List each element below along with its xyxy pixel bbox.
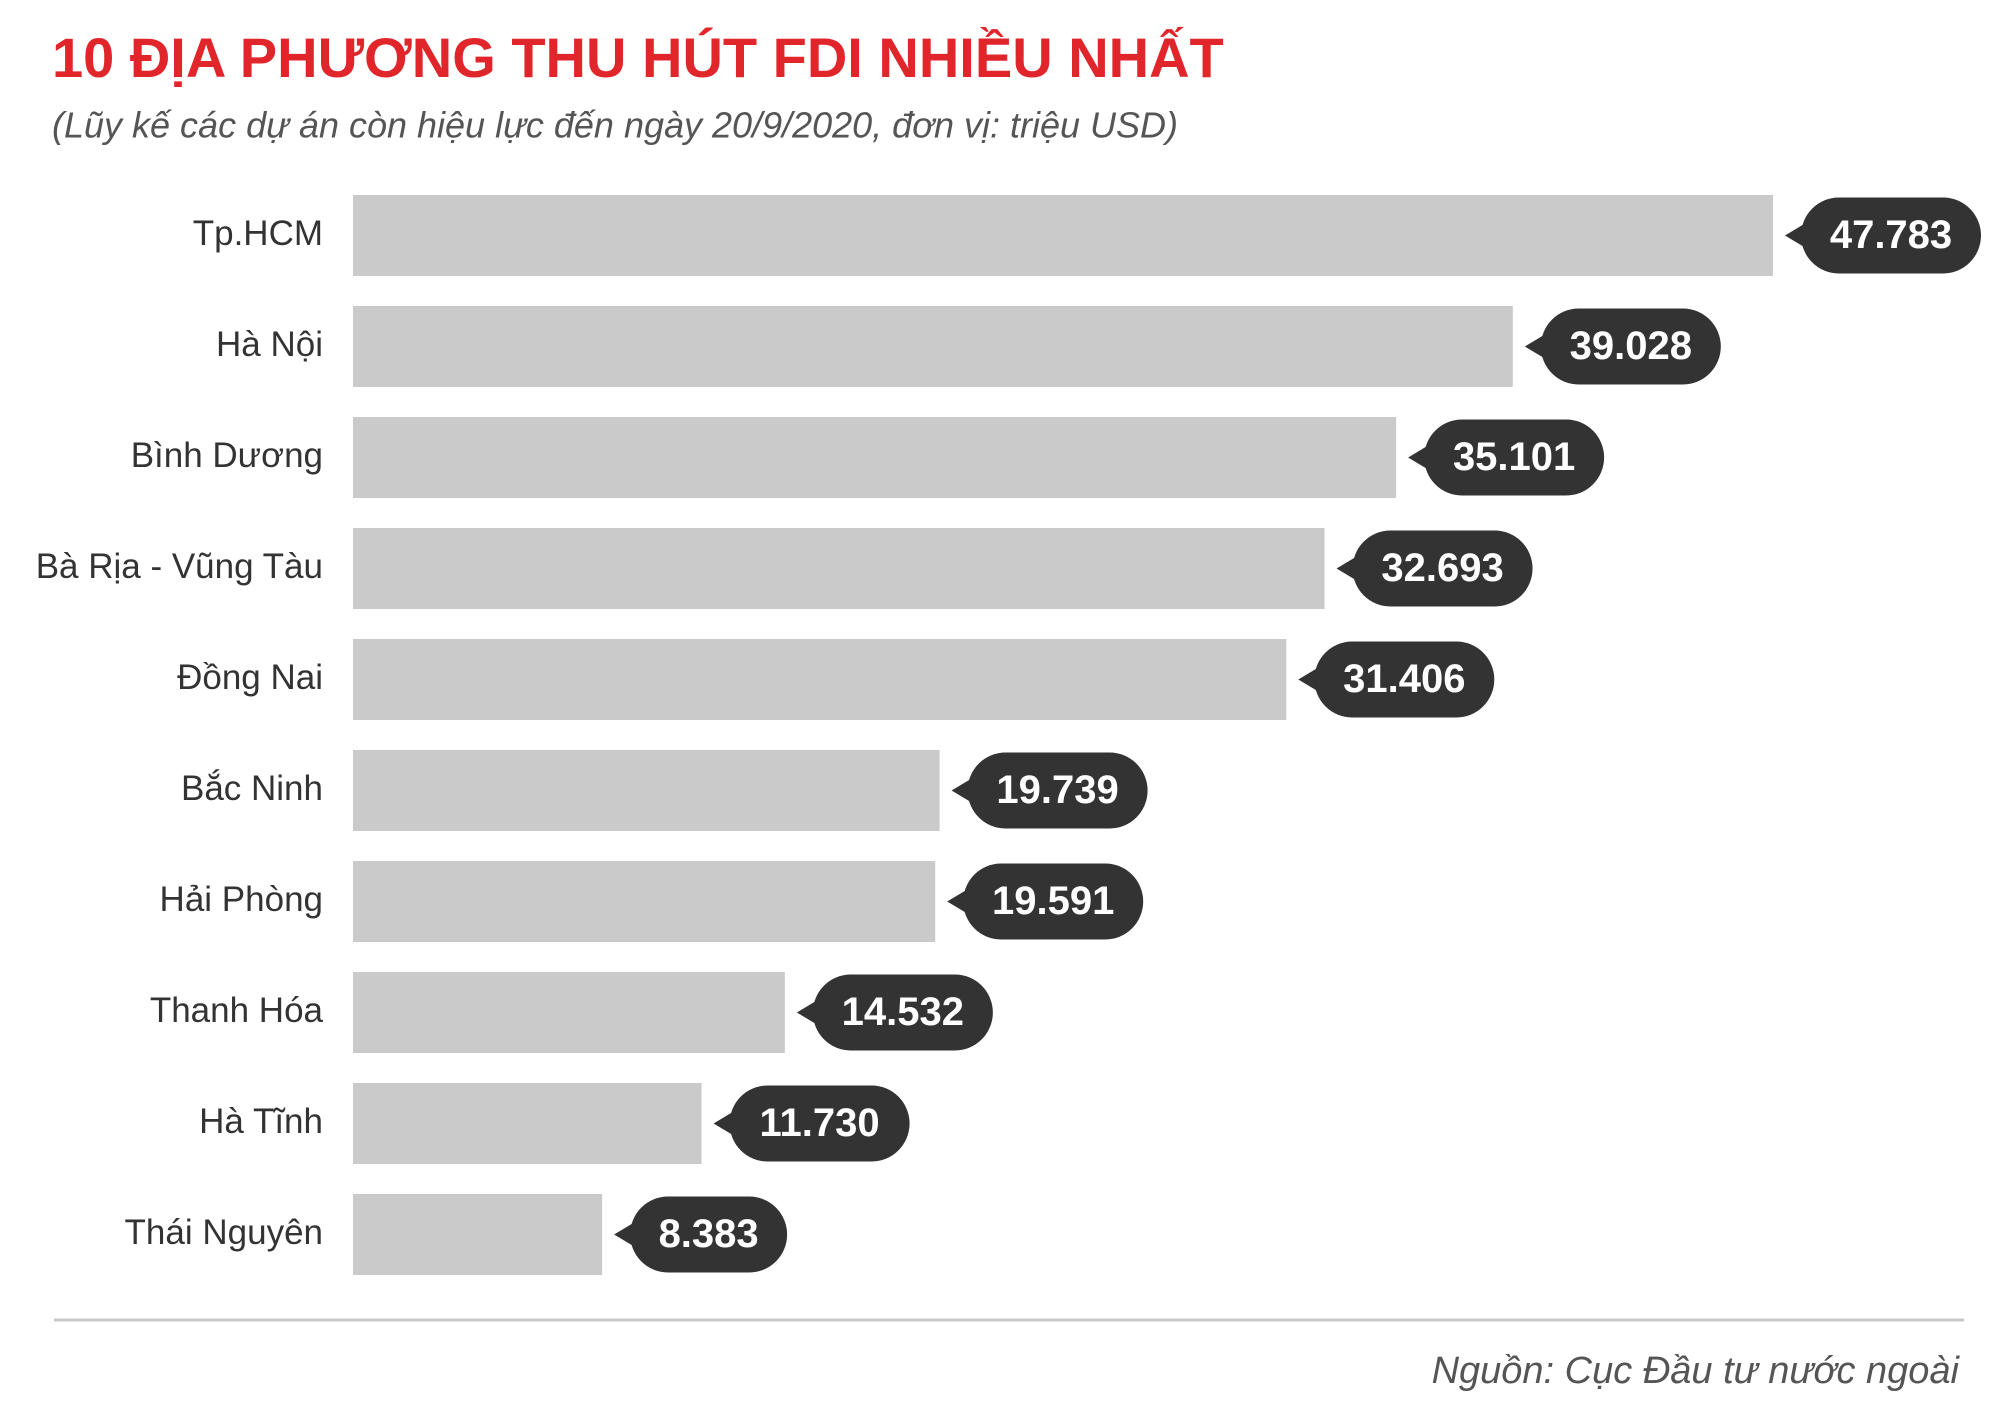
category-label: Đồng Nai bbox=[177, 658, 323, 697]
label-bubble bbox=[1424, 419, 1605, 496]
chart-title: 10 ĐỊA PHƯƠNG THU HÚT FDI NHIỀU NHẤT bbox=[52, 26, 1224, 89]
label-bubble bbox=[951, 778, 972, 803]
category-label: Thanh Hóa bbox=[150, 991, 324, 1030]
category-label: Tp.HCM bbox=[193, 214, 323, 253]
label-bubble bbox=[1540, 308, 1721, 385]
label-bubble bbox=[729, 1085, 910, 1162]
label-bubble bbox=[1336, 556, 1357, 581]
category-label: Hà Tĩnh bbox=[199, 1102, 323, 1141]
category-label: Thái Nguyên bbox=[125, 1213, 323, 1252]
label-bubble bbox=[796, 1000, 817, 1025]
label-bubble bbox=[812, 974, 993, 1051]
category-label: Bình Dương bbox=[131, 436, 323, 475]
label-bubble bbox=[1801, 197, 1981, 274]
bar bbox=[353, 972, 785, 1053]
bar bbox=[353, 750, 940, 831]
source: Nguồn: Cục Đầu tư nước ngoài bbox=[1432, 1350, 1961, 1392]
value-label: 14.532 bbox=[842, 990, 964, 1034]
value-label: 35.101 bbox=[1453, 435, 1575, 479]
bar bbox=[353, 417, 1397, 498]
value-label: 19.739 bbox=[996, 768, 1118, 812]
bar bbox=[353, 1083, 702, 1164]
value-label: 47.783 bbox=[1830, 213, 1952, 257]
label-bubble bbox=[963, 863, 1144, 940]
bar bbox=[353, 1194, 603, 1275]
value-label: 19.591 bbox=[992, 879, 1114, 923]
category-label: Hải Phòng bbox=[160, 880, 323, 919]
label-bubble bbox=[1785, 223, 1805, 248]
label-bubble bbox=[1524, 334, 1545, 359]
label-bubble bbox=[1298, 667, 1319, 692]
bar bbox=[353, 306, 1513, 387]
label-bubble bbox=[614, 1222, 635, 1247]
bar bbox=[353, 861, 936, 942]
label-bubble bbox=[713, 1111, 734, 1136]
category-label: Bà Rịa - Vũng Tàu bbox=[36, 547, 323, 586]
label-bubble bbox=[1408, 445, 1429, 470]
label-bubble bbox=[967, 752, 1148, 829]
bar bbox=[353, 639, 1287, 720]
category-label: Bắc Ninh bbox=[181, 769, 323, 808]
value-label: 11.730 bbox=[760, 1101, 880, 1145]
value-label: 39.028 bbox=[1570, 324, 1692, 368]
category-label: Hà Nội bbox=[216, 325, 323, 364]
label-bubble bbox=[1352, 530, 1533, 607]
label-bubble bbox=[947, 889, 968, 914]
bar bbox=[353, 528, 1325, 609]
value-label: 32.693 bbox=[1381, 546, 1503, 590]
value-label: 31.406 bbox=[1343, 657, 1465, 701]
label-bubble bbox=[630, 1196, 788, 1273]
label-bubble bbox=[1314, 641, 1495, 718]
bar bbox=[353, 195, 1773, 276]
value-label: 8.383 bbox=[659, 1212, 759, 1256]
chart-subtitle: (Lũy kế các dự án còn hiệu lực đến ngày … bbox=[52, 105, 1178, 146]
